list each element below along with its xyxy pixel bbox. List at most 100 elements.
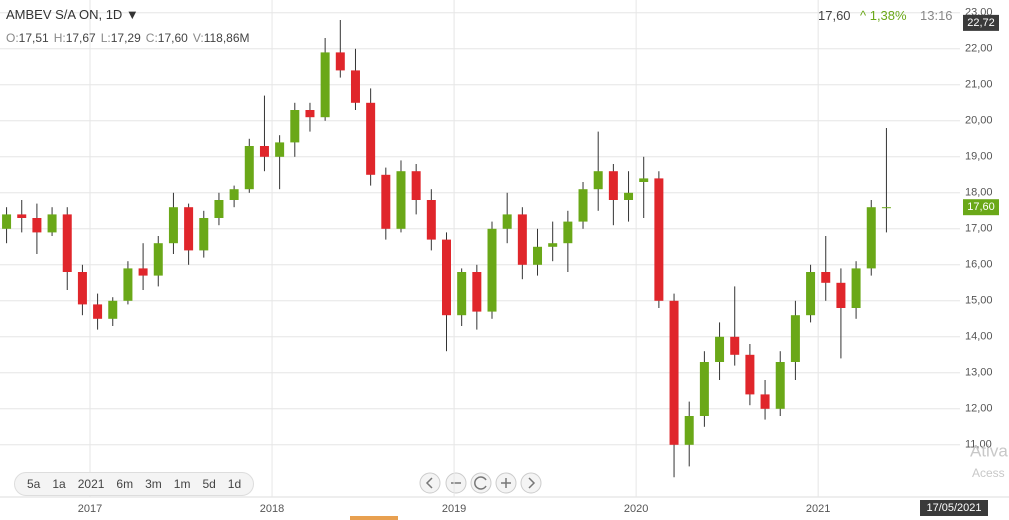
candle-body — [684, 416, 694, 445]
scroll-right[interactable] — [520, 472, 542, 494]
y-tick-label: 23,00 — [965, 7, 993, 19]
candle-body — [760, 394, 770, 409]
candle-body — [730, 336, 740, 355]
ohlcv-value: 118,86M — [203, 31, 250, 45]
ohlcv-key: O: — [6, 31, 19, 45]
candle-body — [335, 52, 345, 71]
candle-body — [396, 171, 406, 229]
x-tick-label: 2017 — [78, 503, 102, 515]
candle-body — [881, 207, 891, 209]
scroll-thumb[interactable] — [350, 516, 398, 520]
range-button[interactable]: 5a — [27, 477, 41, 491]
candle-body — [806, 272, 816, 316]
range-button[interactable]: 1a — [52, 477, 66, 491]
price-marker — [963, 199, 999, 216]
range-button[interactable]: 1d — [227, 477, 242, 491]
candle-body — [77, 272, 87, 305]
x-tick-label: 2019 — [442, 503, 466, 515]
candle-body — [47, 214, 57, 233]
candle-body — [699, 362, 709, 416]
ohlcv-value: 17,67 — [65, 31, 96, 45]
candle-body — [123, 268, 133, 301]
candle-body — [578, 189, 588, 222]
candle-body — [472, 272, 482, 312]
price-marker — [963, 14, 999, 31]
candle-body — [669, 300, 679, 445]
candle-body — [275, 142, 285, 157]
ohlcv-key: V: — [192, 31, 204, 45]
candle-body — [548, 243, 558, 247]
range-buttons: 5a 1a 2021 6m 3m 1m 5d 1d — [14, 472, 255, 496]
candle-body — [214, 200, 224, 218]
candle-body — [138, 268, 148, 276]
candle-body — [32, 218, 42, 233]
reset[interactable] — [470, 472, 492, 494]
icon — [528, 477, 536, 489]
candle-body — [320, 52, 330, 118]
candle-body — [153, 243, 163, 276]
symbol[interactable]: AMBEV S/A ON, 1D ▼ — [6, 7, 139, 22]
range-button[interactable]: 5d — [202, 477, 216, 491]
candle-body — [836, 282, 846, 308]
x-tick-label: 2021 — [806, 503, 830, 515]
candle-body — [93, 304, 103, 319]
candle-body — [639, 178, 649, 182]
time: 13:16 — [920, 8, 953, 23]
candle-body — [366, 102, 376, 175]
ohlcv-key: L: — [100, 31, 111, 45]
icon — [425, 477, 433, 489]
candles — [2, 20, 891, 478]
candle-body — [745, 354, 755, 395]
watermark: Ativa Acess — [970, 441, 1008, 480]
candle-body — [502, 214, 512, 229]
price-marker-label: 17,60 — [967, 201, 995, 213]
scroll-left[interactable] — [419, 472, 441, 494]
candle-body — [775, 362, 785, 409]
candle-body — [305, 110, 315, 118]
candle-body — [17, 214, 27, 218]
candle-body — [821, 272, 831, 283]
icon — [474, 476, 487, 490]
ohlcv: O:17,51 H:17,67 L:17,29 C:17,60 V:118,86M — [6, 31, 250, 45]
y-tick-label: 15,00 — [965, 295, 993, 307]
range-button[interactable]: 3m — [145, 477, 162, 491]
date-marker — [920, 500, 988, 516]
candle-body — [441, 239, 451, 316]
candle-body — [608, 171, 618, 200]
y-tick-label: 12,00 — [965, 403, 993, 415]
range-button[interactable]: 2021 — [77, 477, 105, 491]
candle-body — [244, 146, 254, 190]
candle-body — [2, 214, 12, 229]
candle-body — [866, 207, 876, 269]
watermark-text: Acess — [972, 466, 1005, 480]
candle-body — [624, 192, 634, 200]
candle-body — [487, 228, 497, 312]
zoom-icons — [425, 476, 536, 490]
candle-body — [381, 174, 391, 229]
candle-body — [184, 207, 194, 251]
x-tick-label: 2020 — [624, 503, 648, 515]
candle-body — [199, 218, 209, 251]
candle-body — [563, 221, 573, 244]
y-tick-label: 21,00 — [965, 79, 993, 91]
candle-body — [108, 300, 118, 319]
last-price: 17,60 — [818, 8, 851, 23]
y-tick-label: 19,00 — [965, 151, 993, 163]
candle-body — [654, 178, 664, 301]
range-button[interactable]: 1m — [173, 477, 191, 491]
range-button[interactable]: 6m — [116, 477, 134, 491]
price-marker-label: 22,72 — [967, 17, 995, 29]
candle-body — [517, 214, 527, 265]
candle-body — [168, 207, 178, 244]
y-tick-label: 11,00 — [965, 439, 992, 451]
x-tick-label: 2018 — [260, 503, 284, 515]
y-tick-label: 14,00 — [965, 331, 993, 343]
candle-body — [426, 200, 436, 240]
change: ^ 1,38% — [860, 8, 907, 23]
ohlcv-key: H: — [53, 31, 66, 45]
candle-body — [790, 315, 800, 362]
y-tick-label: 13,00 — [965, 367, 993, 379]
